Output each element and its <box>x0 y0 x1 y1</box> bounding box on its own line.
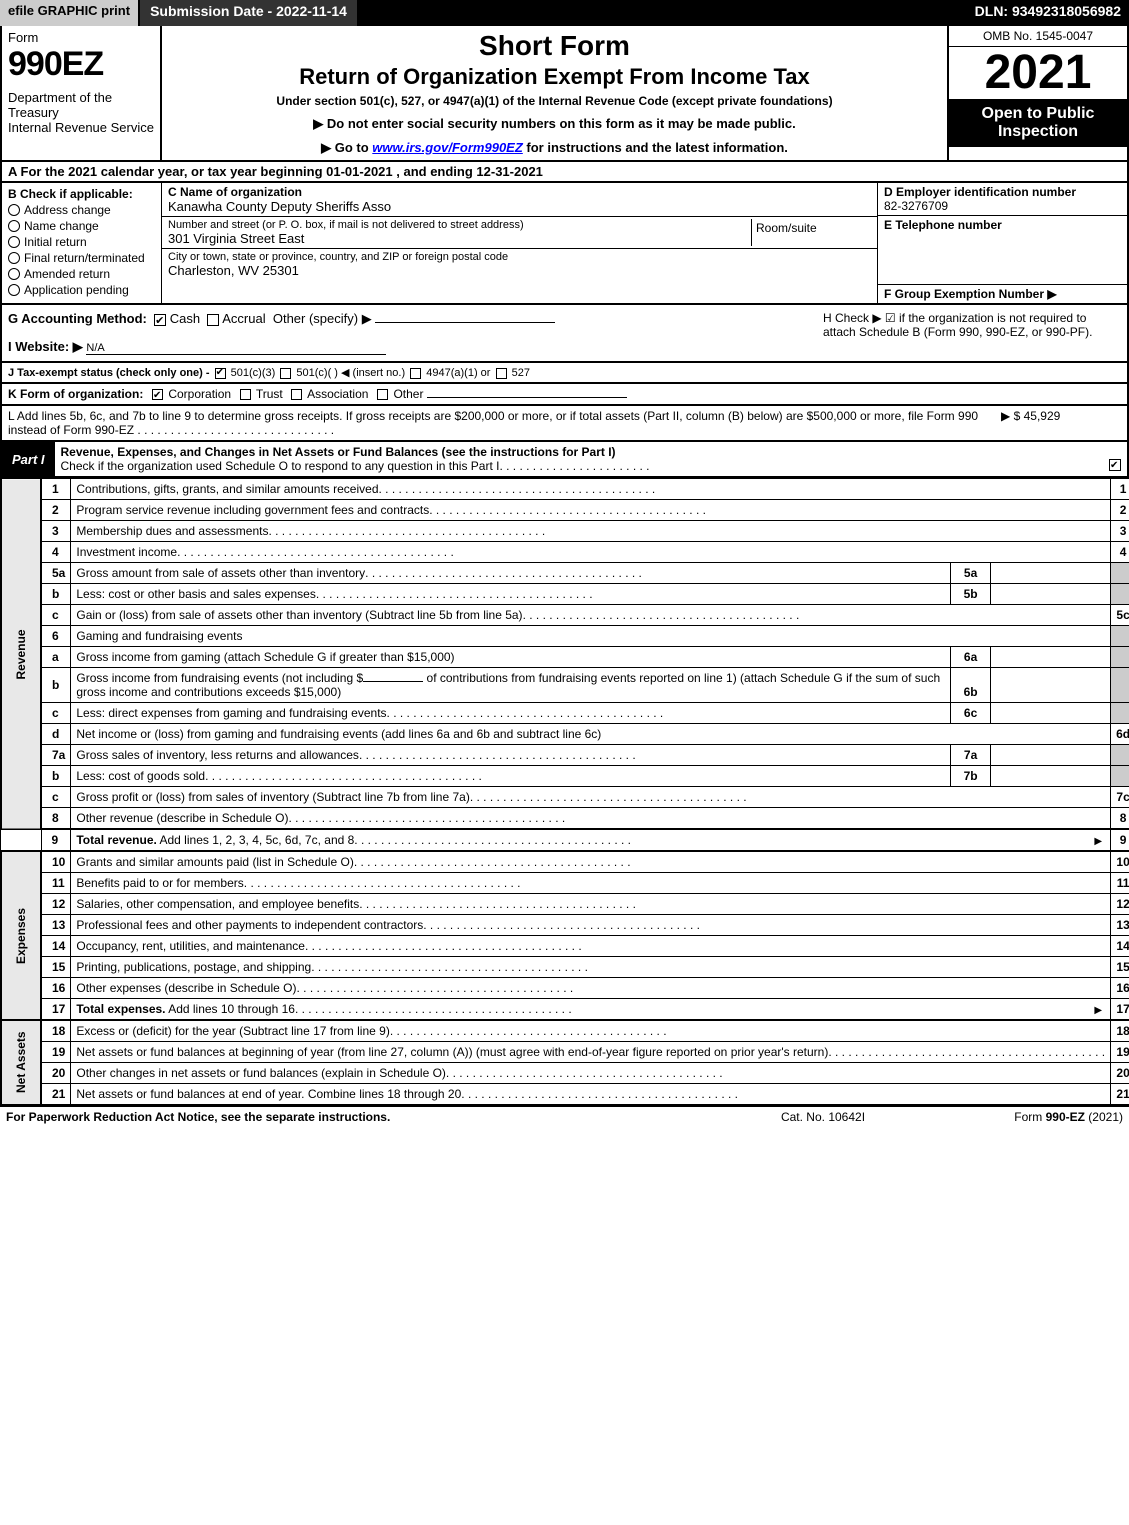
group-exemption-block: F Group Exemption Number ▶ <box>878 285 1127 303</box>
dln-label: DLN: 93492318056982 <box>967 0 1129 26</box>
line-5b-sub <box>991 584 1111 605</box>
dept-label: Department of the Treasury Internal Reve… <box>8 90 154 135</box>
chk-4947[interactable] <box>410 368 421 379</box>
chk-schedule-o[interactable] <box>1109 459 1121 471</box>
col-def: D Employer identification number 82-3276… <box>877 183 1127 303</box>
chk-501c3[interactable] <box>215 368 226 379</box>
row-g-h: G Accounting Method: Cash Accrual Other … <box>0 305 1129 363</box>
part-i-label: Part I <box>2 449 55 470</box>
efile-print-button[interactable]: efile GRAPHIC print <box>0 0 140 26</box>
phone-block: E Telephone number <box>878 216 1127 285</box>
chk-corporation[interactable] <box>152 389 163 400</box>
chk-527[interactable] <box>496 368 507 379</box>
block-bcdef: B Check if applicable: Address change Na… <box>0 183 1129 305</box>
irs-link[interactable]: www.irs.gov/Form990EZ <box>372 140 523 155</box>
ein-value: 82-3276709 <box>884 199 1121 213</box>
line-7b-sub <box>991 766 1111 787</box>
chk-application-pending[interactable]: Application pending <box>8 283 155 297</box>
h-schedule-b: H Check ▶ ☑ if the organization is not r… <box>817 305 1127 361</box>
chk-trust[interactable] <box>240 389 251 400</box>
col-b: B Check if applicable: Address change Na… <box>2 183 162 303</box>
org-city: Charleston, WV 25301 <box>168 263 871 278</box>
chk-other[interactable] <box>377 389 388 400</box>
form-number: 990EZ <box>8 45 154 84</box>
org-street: 301 Virginia Street East <box>168 231 751 246</box>
header-left: Form 990EZ Department of the Treasury In… <box>2 26 162 160</box>
gross-receipts: 45,929 <box>1024 409 1061 423</box>
note-ssn: ▶ Do not enter social security numbers o… <box>170 116 939 132</box>
part-i-table: Revenue 1 Contributions, gifts, grants, … <box>0 478 1129 1106</box>
page-footer: For Paperwork Reduction Act Notice, see … <box>0 1106 1129 1127</box>
form-ref: Form 990-EZ (2021) <box>923 1110 1123 1124</box>
org-name-block: C Name of organization Kanawha County De… <box>162 183 877 217</box>
submission-date: Submission Date - 2022-11-14 <box>140 0 357 26</box>
chk-final-return[interactable]: Final return/terminated <box>8 251 155 265</box>
chk-accrual[interactable] <box>207 314 219 326</box>
paperwork-notice: For Paperwork Reduction Act Notice, see … <box>6 1110 723 1124</box>
header-mid: Short Form Return of Organization Exempt… <box>162 26 947 160</box>
chk-cash[interactable] <box>154 314 166 326</box>
g-accounting: G Accounting Method: Cash Accrual Other … <box>2 305 817 361</box>
sidebar-net-assets: Net Assets <box>1 1020 41 1105</box>
short-form-title: Short Form <box>170 30 939 62</box>
omb-number: OMB No. 1545-0047 <box>949 26 1127 47</box>
line-6b-sub <box>991 668 1111 703</box>
cat-no: Cat. No. 10642I <box>723 1110 923 1124</box>
line-5a-sub <box>991 563 1111 584</box>
chk-amended-return[interactable]: Amended return <box>8 267 155 281</box>
form-title: Return of Organization Exempt From Incom… <box>170 64 939 90</box>
org-address-block: Number and street (or P. O. box, if mail… <box>162 217 877 249</box>
sidebar-revenue: Revenue <box>1 479 41 830</box>
ein-block: D Employer identification number 82-3276… <box>878 183 1127 216</box>
line-6c-sub <box>991 703 1111 724</box>
tax-year: 2021 <box>949 47 1127 99</box>
efile-topbar: efile GRAPHIC print Submission Date - 20… <box>0 0 1129 26</box>
b-header: B Check if applicable: <box>8 187 155 201</box>
header-right: OMB No. 1545-0047 2021 Open to Public In… <box>947 26 1127 160</box>
row-k: K Form of organization: Corporation Trus… <box>0 384 1129 406</box>
form-label: Form <box>8 30 154 45</box>
line-7a-sub <box>991 745 1111 766</box>
chk-initial-return[interactable]: Initial return <box>8 235 155 249</box>
room-suite: Room/suite <box>751 219 871 246</box>
sidebar-expenses: Expenses <box>1 851 41 1020</box>
website-value: N/A <box>86 342 386 355</box>
note-link: ▶ Go to www.irs.gov/Form990EZ for instru… <box>170 140 939 156</box>
row-l: L Add lines 5b, 6c, and 7b to line 9 to … <box>0 406 1129 442</box>
org-city-block: City or town, state or province, country… <box>162 249 877 280</box>
chk-address-change[interactable]: Address change <box>8 203 155 217</box>
form-header: Form 990EZ Department of the Treasury In… <box>0 26 1129 162</box>
col-c: C Name of organization Kanawha County De… <box>162 183 877 303</box>
part-i-header: Part I Revenue, Expenses, and Changes in… <box>0 442 1129 478</box>
row-a: A For the 2021 calendar year, or tax yea… <box>0 162 1129 183</box>
open-to-public: Open to Public Inspection <box>949 99 1127 147</box>
row-j: J Tax-exempt status (check only one) - 5… <box>0 363 1129 384</box>
chk-501c[interactable] <box>280 368 291 379</box>
chk-association[interactable] <box>291 389 302 400</box>
under-section: Under section 501(c), 527, or 4947(a)(1)… <box>170 94 939 108</box>
line-6a-sub <box>991 647 1111 668</box>
chk-name-change[interactable]: Name change <box>8 219 155 233</box>
org-name: Kanawha County Deputy Sheriffs Asso <box>168 199 871 214</box>
